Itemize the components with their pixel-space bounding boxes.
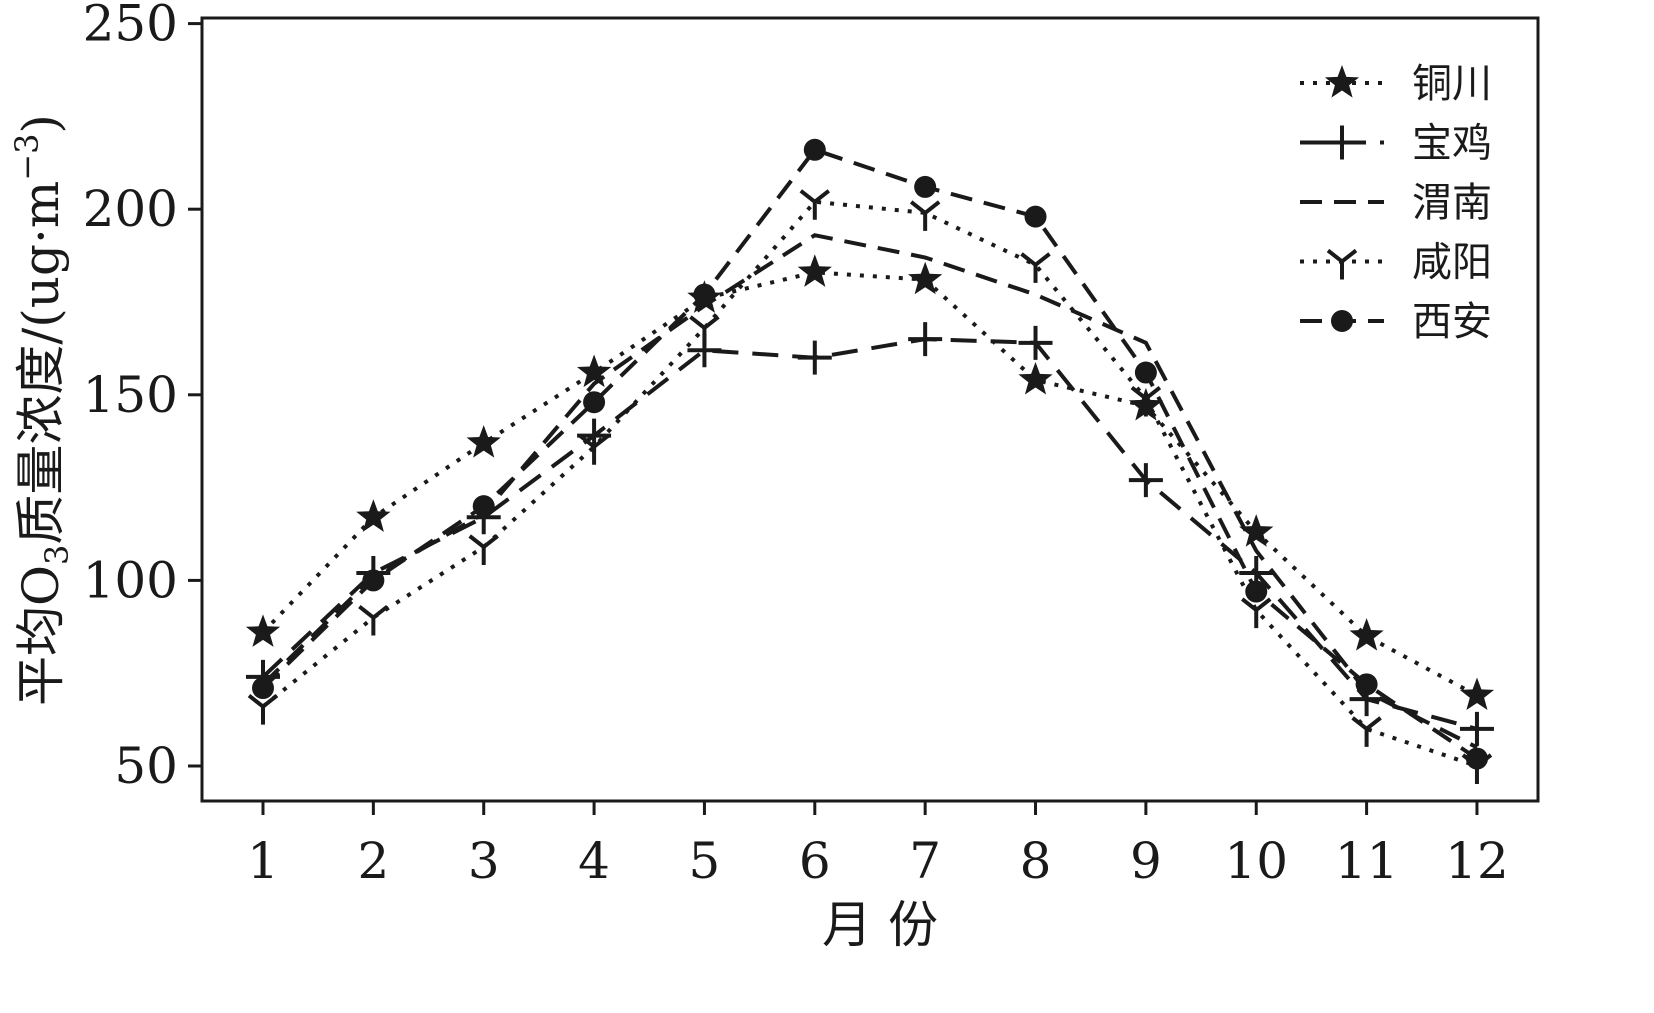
data-point — [1020, 252, 1051, 283]
legend-item: 咸阳 — [1300, 240, 1492, 286]
legend-item: 宝鸡 — [1300, 121, 1492, 167]
data-point — [693, 283, 716, 306]
data-point — [803, 138, 826, 161]
data-point — [1245, 580, 1268, 603]
series-line — [261, 337, 1478, 731]
data-point — [914, 175, 937, 198]
series-line — [261, 147, 1479, 761]
data-point — [908, 261, 943, 295]
data-point — [1459, 711, 1494, 746]
data-point — [1349, 618, 1384, 651]
y-tick-label: 150 — [83, 366, 178, 424]
x-tick-label: 3 — [468, 832, 500, 890]
legend-item: 铜川 — [1300, 61, 1492, 107]
y-axis-title: 平均O3质量浓度/(ug·m−3) — [8, 114, 76, 706]
data-point — [1465, 747, 1488, 770]
x-axis: 1 2 3 4 5 6 7 8 9 10 11 12 — [247, 801, 1509, 890]
legend-label: 铜川 — [1412, 61, 1492, 107]
data-point — [468, 534, 499, 565]
x-tick-label: 10 — [1224, 832, 1288, 890]
x-tick-label: 7 — [909, 832, 941, 890]
legend-item: 西安 — [1300, 299, 1492, 345]
x-tick-label: 8 — [1020, 832, 1052, 890]
series-5 — [252, 138, 1488, 770]
data-point — [578, 434, 610, 465]
data-point — [1024, 205, 1047, 228]
data-point — [908, 322, 943, 357]
y-axis-title-prefix: 平均O — [12, 565, 70, 706]
series-line — [261, 270, 1478, 698]
y-axis-title-middle: 质量浓度/(ug·m — [12, 181, 70, 545]
data-point — [1241, 597, 1272, 629]
data-point — [1128, 463, 1163, 498]
x-tick-label: 6 — [799, 832, 831, 890]
x-tick-label: 5 — [689, 832, 721, 890]
series-4 — [247, 189, 1493, 784]
data-point — [797, 254, 832, 287]
data-point — [362, 569, 385, 592]
legend-marker — [1325, 125, 1359, 160]
legend-label: 咸阳 — [1412, 240, 1492, 286]
data-point — [797, 340, 832, 375]
legend-label: 宝鸡 — [1412, 121, 1492, 167]
plot-frame — [200, 16, 1540, 803]
data-point — [577, 354, 612, 388]
y-tick-label: 50 — [114, 737, 178, 795]
x-axis-title: 月 份 — [822, 896, 938, 949]
y-axis-title-superscript: −3 — [8, 134, 46, 181]
legend-marker — [1331, 310, 1353, 332]
data-point — [689, 315, 720, 346]
data-point — [799, 189, 831, 220]
x-tick-label: 2 — [357, 832, 389, 890]
x-tick-label: 9 — [1130, 832, 1162, 890]
legend-label: 西安 — [1412, 299, 1492, 345]
series-line — [261, 233, 1478, 750]
data-point — [472, 495, 495, 518]
legend-marker — [1324, 65, 1360, 98]
legend-item: 渭南 — [1300, 180, 1492, 226]
data-point — [247, 694, 279, 725]
data-point — [1351, 716, 1382, 747]
data-point — [252, 677, 274, 700]
data-point — [1018, 362, 1053, 395]
x-tick-label: 11 — [1335, 832, 1399, 890]
data-point — [1355, 673, 1378, 696]
data-point — [1130, 385, 1162, 417]
series-layer — [245, 138, 1495, 784]
data-point — [466, 425, 501, 458]
series-line — [261, 199, 1478, 768]
legend-label: 渭南 — [1412, 180, 1492, 226]
data-point — [1459, 677, 1495, 710]
y-tick-label: 100 — [83, 551, 178, 609]
data-point — [1018, 325, 1053, 360]
y-tick-label: 250 — [83, 0, 178, 53]
chart-figure: 50 100 150 200 250 1 2 3 4 5 6 7 8 9 10 11 12 铜川 宝鸡 渭南 咸阳西… — [8, 0, 1540, 949]
series-2 — [246, 322, 1494, 746]
x-tick-label: 4 — [578, 832, 610, 890]
data-point — [245, 614, 281, 647]
data-point — [358, 604, 389, 636]
x-tick-label: 12 — [1445, 832, 1509, 890]
y-axis: 50 100 150 200 250 — [83, 0, 202, 795]
legend-marker — [1326, 248, 1358, 280]
data-point — [909, 200, 941, 231]
y-tick-label: 200 — [83, 180, 178, 238]
x-tick-label: 1 — [247, 832, 279, 890]
data-point — [1239, 514, 1274, 547]
data-point — [583, 391, 606, 414]
y-axis-title-subscript: 3 — [38, 545, 76, 565]
y-axis-title-suffix: ) — [12, 114, 70, 134]
data-point — [1134, 361, 1157, 384]
series-3 — [261, 233, 1478, 750]
data-point — [356, 499, 391, 532]
